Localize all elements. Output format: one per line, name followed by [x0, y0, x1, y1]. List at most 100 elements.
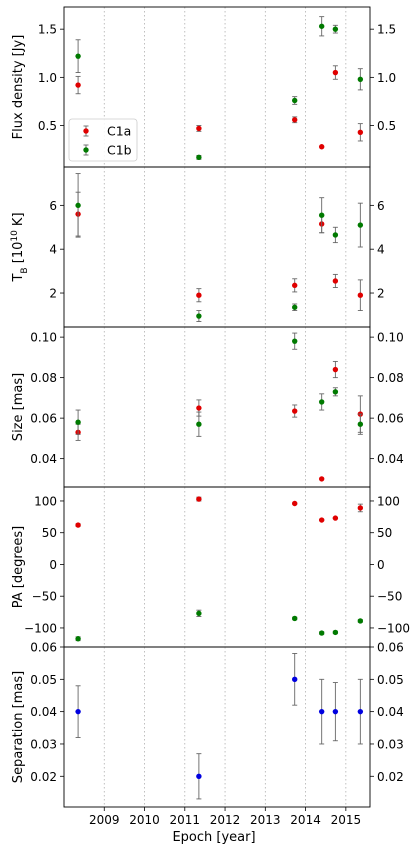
y-axis-label: PA [degrees] [11, 526, 26, 609]
data-point [292, 338, 298, 344]
legend-label: C1a [107, 124, 131, 139]
y-tick-label-left: 100 [34, 494, 57, 508]
y-tick-label-right: 2 [377, 287, 385, 301]
panel-tb: 2 2 4 4 6 6 TB [1010 K] [10, 166, 385, 328]
y-tick-label-left: 0.5 [38, 119, 57, 133]
y-tick-label-left: 2 [49, 287, 57, 301]
y-tick-label-left: 0.08 [30, 371, 57, 385]
y-tick-label-right: 4 [377, 243, 385, 257]
x-axis-label: Epoch [year] [172, 830, 255, 845]
data-point [318, 517, 325, 523]
data-point [292, 304, 298, 310]
data-point [292, 408, 298, 414]
y-tick-label-left: 0.04 [30, 705, 57, 719]
data-point [292, 97, 298, 104]
chart-panels: 0.5 0.5 1.0 1.0 1.5 1.5 Flux density [Jy] 2 2 4 4 6… [10, 6, 410, 808]
y-tick-label-right: 0.05 [377, 673, 404, 687]
y-tick-label-left: 1.0 [38, 71, 57, 85]
series-C1b [75, 609, 364, 642]
y-axis-label: TB [1010 K] [10, 212, 30, 282]
series-C1b [75, 16, 364, 161]
x-tick-label: 2011 [170, 813, 201, 827]
data-point [318, 399, 325, 405]
series-C1b [75, 332, 364, 437]
data-point [318, 212, 325, 218]
y-tick-label-right: 100 [377, 494, 400, 508]
legend-label: C1b [107, 143, 132, 158]
y-tick-label-right: 0.04 [377, 705, 404, 719]
series-C1a [75, 360, 364, 482]
y-tick-label-right: 0.06 [377, 641, 404, 655]
y-tick-label-right: 0.08 [377, 371, 404, 385]
series-separation [75, 653, 364, 800]
data-point [75, 522, 81, 528]
data-point [332, 69, 339, 76]
data-point [318, 708, 325, 715]
data-point [75, 53, 81, 59]
y-tick-label-left: 0.05 [30, 673, 57, 687]
y-axis-label: Size [mas] [11, 373, 26, 441]
data-point [196, 773, 202, 779]
data-point [332, 389, 339, 395]
y-tick-label-left: 0.10 [30, 331, 57, 345]
y-tick-label-left: −50 [32, 590, 57, 604]
y-tick-label-right: −50 [377, 590, 402, 604]
x-tick-label: 2012 [210, 813, 241, 827]
panel-frame [63, 326, 371, 488]
y-tick-label-left: 0 [49, 558, 57, 572]
series-C1b [75, 173, 364, 322]
panel-frame [63, 166, 371, 328]
data-point [318, 144, 325, 150]
x-tick-label: 2014 [290, 813, 321, 827]
data-point [332, 278, 339, 284]
panel-frame [63, 486, 371, 648]
data-point [332, 366, 339, 373]
y-tick-label-right: 0.03 [377, 737, 404, 751]
y-axis-label: Separation [mas] [11, 671, 26, 783]
data-point [318, 23, 325, 29]
data-point [292, 500, 298, 507]
y-tick-label-left: 0.06 [30, 412, 57, 426]
data-point [196, 496, 202, 502]
panel-size: 0.04 0.04 0.06 0.06 0.08 0.08 0.10 0.10 Size [ma… [11, 326, 404, 488]
data-point [357, 618, 364, 624]
y-tick-label-left: 0.03 [30, 737, 57, 751]
y-tick-label-right: 0 [377, 558, 385, 572]
data-point [196, 421, 202, 427]
data-point [75, 636, 81, 642]
data-point [332, 708, 339, 715]
y-axis-label: Flux density [Jy] [11, 35, 26, 140]
panel-flux: 0.5 0.5 1.0 1.0 1.5 1.5 Flux density [Jy] [11, 6, 396, 168]
legend-marker [83, 128, 89, 134]
legend-entry-C1a: C1a [83, 124, 131, 139]
data-point [357, 421, 364, 427]
data-point [292, 615, 298, 622]
data-point [75, 708, 81, 715]
x-axis-ticks: 2009 2010 2011 2012 2013 2014 2015 [89, 807, 361, 827]
data-point [196, 154, 202, 161]
series-C1a [75, 496, 364, 528]
y-tick-label-left: 6 [49, 199, 57, 213]
data-point [196, 405, 202, 411]
data-point [357, 292, 364, 298]
data-point [75, 419, 81, 425]
data-point [357, 222, 364, 228]
panel-pa: −100 −100 −50 −50 0 0 50 50 100 100 PA [degrees] [11, 486, 410, 648]
data-point [75, 82, 81, 88]
x-tick-label: 2015 [331, 813, 362, 827]
panel-sep: 0.02 0.02 0.03 0.03 0.04 0.04 0.05 0.05 0.06 0.06… [11, 641, 404, 808]
y-tick-label-left: 0.02 [30, 770, 57, 784]
data-point [318, 476, 325, 482]
y-tick-label-right: 0.5 [377, 119, 396, 133]
panel-frame [63, 646, 371, 808]
x-tick-label: 2009 [89, 813, 120, 827]
data-point [292, 282, 298, 289]
data-point [357, 129, 364, 136]
y-tick-label-right: 0.04 [377, 452, 404, 466]
data-point [75, 202, 81, 209]
legend-marker [83, 147, 89, 153]
data-point [357, 505, 364, 511]
y-tick-label-right: 6 [377, 199, 385, 213]
data-point [292, 117, 298, 123]
